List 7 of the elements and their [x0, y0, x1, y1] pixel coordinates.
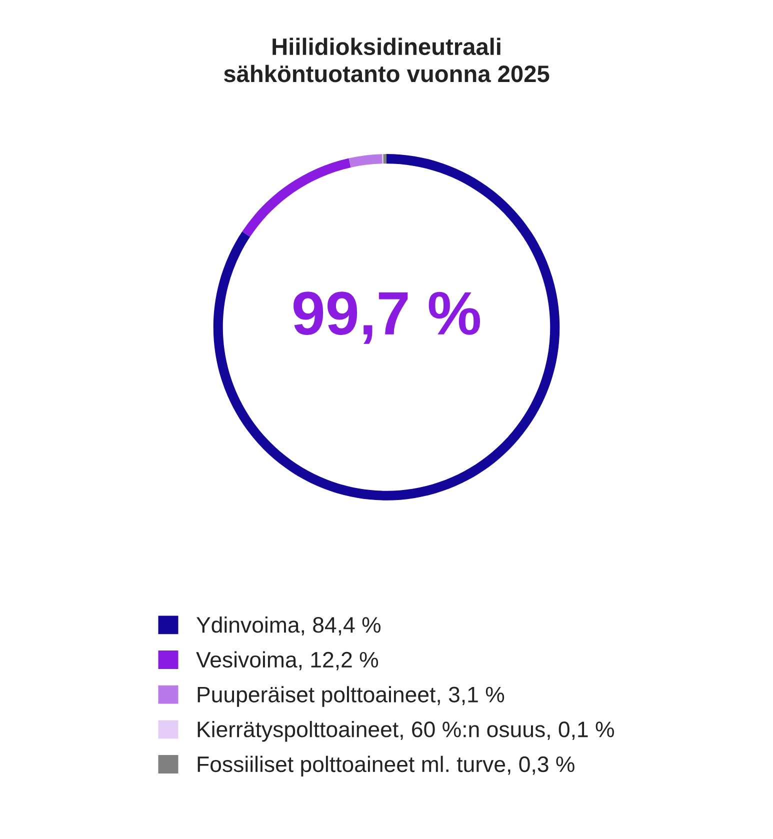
chart-title: Hiilidioksidineutraali sähköntuotanto vuonna 2025	[224, 38, 550, 82]
legend-label: Fossiiliset polttoaineet ml. turve, 0,3 %	[198, 756, 574, 777]
legend-label: Kierrätyspolttoaineet, 60 %:n osuus, 0,1 %	[198, 720, 614, 742]
legend-label: Puuperäiset polttoaineet, 3,1 %	[198, 686, 504, 707]
text: 99,7 %	[293, 292, 480, 344]
legend-label: Vesivoima, 12,2 %	[196, 651, 378, 670]
legend-label: Ydinvoima, 84,4 %	[196, 616, 381, 636]
